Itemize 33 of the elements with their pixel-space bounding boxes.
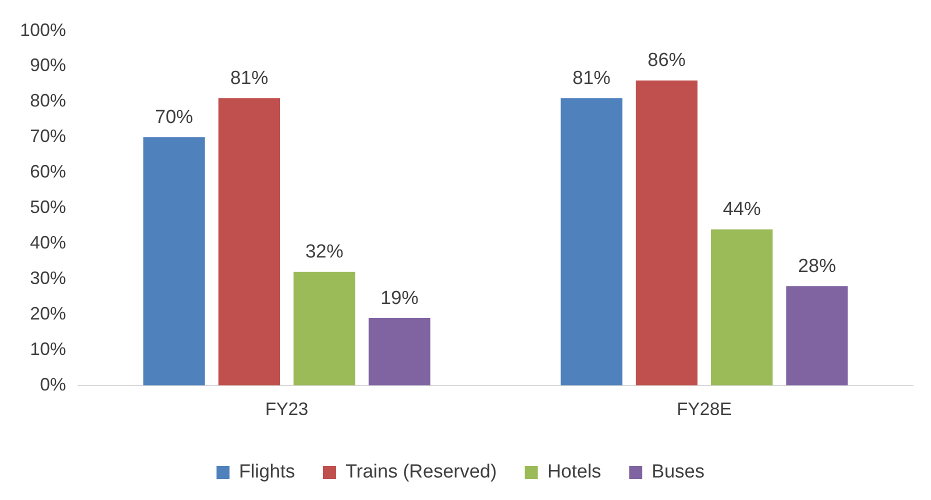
x-tick-label: FY23	[265, 399, 308, 420]
data-label: 81%	[230, 68, 268, 89]
bar	[294, 272, 356, 386]
y-tick-label: 50%	[30, 197, 66, 218]
bar	[636, 80, 698, 386]
y-tick-label: 80%	[30, 90, 66, 111]
y-tick-label: 30%	[30, 268, 66, 288]
bar	[560, 98, 622, 386]
y-tick-label: 70%	[30, 126, 66, 146]
y-tick-label: 10%	[30, 338, 66, 359]
y-tick-label: 100%	[20, 20, 66, 40]
bar	[786, 286, 848, 386]
legend-label: Trains (Reserved)	[345, 462, 497, 483]
data-label: 19%	[380, 288, 419, 309]
data-label: 44%	[722, 199, 761, 220]
data-label: 70%	[155, 106, 194, 128]
legend-label: Flights	[239, 462, 295, 483]
y-tick-label: 40%	[30, 232, 66, 253]
data-label: 86%	[648, 50, 686, 72]
bar	[711, 229, 773, 386]
y-tick-label: 60%	[30, 162, 66, 182]
data-label: 32%	[305, 242, 344, 263]
y-tick-label: 20%	[30, 303, 66, 324]
y-tick-label: 0%	[40, 374, 66, 394]
bar	[143, 137, 205, 386]
data-label: 81%	[572, 68, 611, 89]
legend-label: Hotels	[547, 462, 602, 483]
y-tick-label: 90%	[30, 55, 66, 76]
bar	[368, 318, 430, 386]
data-label: 28%	[798, 256, 836, 277]
bar	[218, 98, 280, 386]
legend-label: Buses	[652, 462, 704, 483]
x-tick-label: FY28E	[676, 399, 732, 420]
